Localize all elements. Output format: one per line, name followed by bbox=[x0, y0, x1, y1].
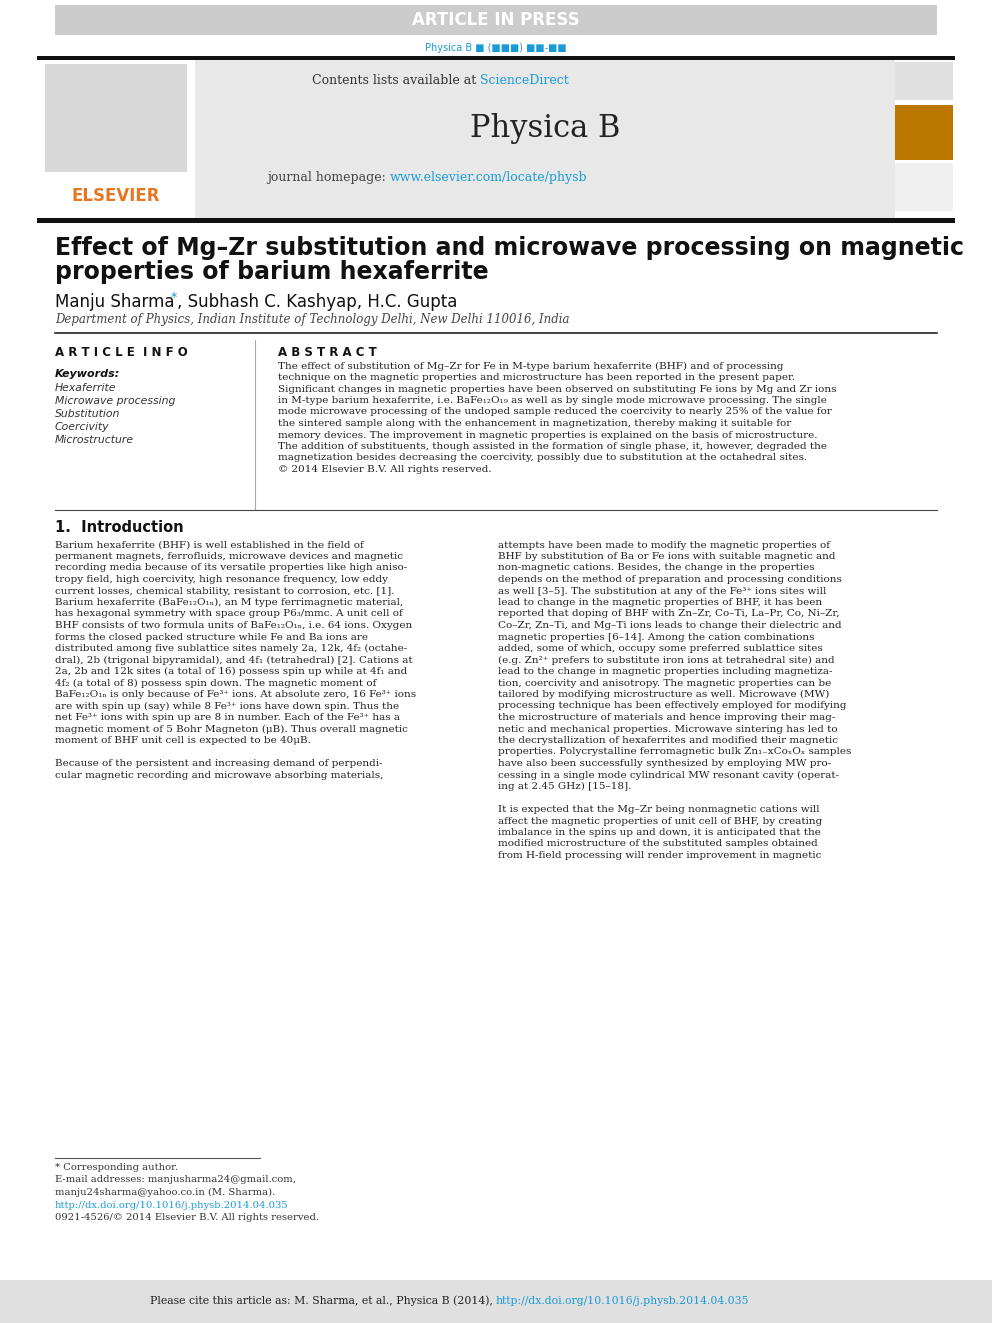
Bar bbox=[0, 1279, 992, 1323]
Text: 4f₂ (a total of 8) possess spin down. The magnetic moment of: 4f₂ (a total of 8) possess spin down. Th… bbox=[55, 679, 376, 688]
Text: * Corresponding author.: * Corresponding author. bbox=[55, 1163, 178, 1172]
Text: ScienceDirect: ScienceDirect bbox=[480, 74, 568, 86]
Text: BaFe₁₂O₁ₙ is only because of Fe³⁺ ions. At absolute zero, 16 Fe³⁺ ions: BaFe₁₂O₁ₙ is only because of Fe³⁺ ions. … bbox=[55, 691, 416, 699]
Text: affect the magnetic properties of unit cell of BHF, by creating: affect the magnetic properties of unit c… bbox=[498, 816, 822, 826]
Text: mode microwave processing of the undoped sample reduced the coercivity to nearly: mode microwave processing of the undoped… bbox=[278, 407, 832, 417]
Text: 2a, 2b and 12k sites (a total of 16) possess spin up while at 4f₁ and: 2a, 2b and 12k sites (a total of 16) pos… bbox=[55, 667, 408, 676]
Text: are with spin up (say) while 8 Fe³⁺ ions have down spin. Thus the: are with spin up (say) while 8 Fe³⁺ ions… bbox=[55, 701, 399, 710]
Text: Microstructure: Microstructure bbox=[55, 435, 134, 445]
Text: Substitution: Substitution bbox=[55, 409, 120, 419]
Text: Barium hexaferrite (BHF) is well established in the field of: Barium hexaferrite (BHF) is well establi… bbox=[55, 541, 364, 549]
Text: magnetic moment of 5 Bohr Magneton (μB). Thus overall magnetic: magnetic moment of 5 Bohr Magneton (μB).… bbox=[55, 725, 408, 733]
Text: BHF by substitution of Ba or Fe ions with suitable magnetic and: BHF by substitution of Ba or Fe ions wit… bbox=[498, 552, 835, 561]
Text: A B S T R A C T: A B S T R A C T bbox=[278, 345, 377, 359]
Text: The addition of substituents, though assisted in the formation of single phase, : The addition of substituents, though ass… bbox=[278, 442, 827, 451]
Text: lead to change in the magnetic properties of BHF, it has been: lead to change in the magnetic propertie… bbox=[498, 598, 822, 607]
Text: recording media because of its versatile properties like high aniso-: recording media because of its versatile… bbox=[55, 564, 408, 573]
Text: attempts have been made to modify the magnetic properties of: attempts have been made to modify the ma… bbox=[498, 541, 830, 549]
Text: Contents lists available at: Contents lists available at bbox=[311, 74, 480, 86]
Text: manju24sharma@yahoo.co.in (M. Sharma).: manju24sharma@yahoo.co.in (M. Sharma). bbox=[55, 1188, 275, 1196]
Bar bbox=[895, 163, 953, 210]
Bar bbox=[55, 5, 937, 34]
Text: imbalance in the spins up and down, it is anticipated that the: imbalance in the spins up and down, it i… bbox=[498, 828, 820, 837]
Text: Barium hexaferrite (BaFe₁₂O₁ₙ), an M type ferrimagnetic material,: Barium hexaferrite (BaFe₁₂O₁ₙ), an M typ… bbox=[55, 598, 404, 607]
Text: Please cite this article as: M. Sharma, et al., Physica B (2014),: Please cite this article as: M. Sharma, … bbox=[150, 1295, 496, 1306]
Text: BHF consists of two formula units of BaFe₁₂O₁ₙ, i.e. 64 ions. Oxygen: BHF consists of two formula units of BaF… bbox=[55, 620, 413, 630]
Text: tropy field, high coercivity, high resonance frequency, low eddy: tropy field, high coercivity, high reson… bbox=[55, 576, 388, 583]
Bar bbox=[37, 60, 195, 218]
Text: dral), 2b (trigonal bipyramidal), and 4f₁ (tetrahedral) [2]. Cations at: dral), 2b (trigonal bipyramidal), and 4f… bbox=[55, 655, 413, 664]
Bar bbox=[895, 62, 953, 101]
Text: 0921-4526/© 2014 Elsevier B.V. All rights reserved.: 0921-4526/© 2014 Elsevier B.V. All right… bbox=[55, 1213, 319, 1222]
Text: current losses, chemical stability, resistant to corrosion, etc. [1].: current losses, chemical stability, resi… bbox=[55, 586, 395, 595]
Text: Hexaferrite: Hexaferrite bbox=[55, 382, 116, 393]
Text: has hexagonal symmetry with space group P6₃/mmc. A unit cell of: has hexagonal symmetry with space group … bbox=[55, 610, 403, 618]
Text: journal homepage:: journal homepage: bbox=[267, 172, 390, 184]
Bar bbox=[45, 64, 187, 172]
Text: net Fe³⁺ ions with spin up are 8 in number. Each of the Fe³⁺ has a: net Fe³⁺ ions with spin up are 8 in numb… bbox=[55, 713, 400, 722]
Text: Microwave processing: Microwave processing bbox=[55, 396, 176, 406]
Text: from H-field processing will render improvement in magnetic: from H-field processing will render impr… bbox=[498, 851, 821, 860]
Text: cular magnetic recording and microwave absorbing materials,: cular magnetic recording and microwave a… bbox=[55, 770, 383, 779]
Text: netic and mechanical properties. Microwave sintering has led to: netic and mechanical properties. Microwa… bbox=[498, 725, 837, 733]
Text: permanent magnets, ferrofluids, microwave devices and magnetic: permanent magnets, ferrofluids, microwav… bbox=[55, 552, 403, 561]
Text: in M-type barium hexaferrite, i.e. BaFe₁₂O₁₉ as well as by single mode microwave: in M-type barium hexaferrite, i.e. BaFe₁… bbox=[278, 396, 827, 405]
Text: Significant changes in magnetic properties have been observed on substituting Fe: Significant changes in magnetic properti… bbox=[278, 385, 836, 393]
Text: as well [3–5]. The substitution at any of the Fe³⁺ ions sites will: as well [3–5]. The substitution at any o… bbox=[498, 586, 826, 595]
Text: modified microstructure of the substituted samples obtained: modified microstructure of the substitut… bbox=[498, 840, 817, 848]
Text: (e.g. Zn²⁺ prefers to substitute iron ions at tetrahedral site) and: (e.g. Zn²⁺ prefers to substitute iron io… bbox=[498, 655, 834, 664]
Text: forms the closed packed structure while Fe and Ba ions are: forms the closed packed structure while … bbox=[55, 632, 368, 642]
Text: Department of Physics, Indian Institute of Technology Delhi, New Delhi 110016, I: Department of Physics, Indian Institute … bbox=[55, 314, 569, 327]
Text: reported that doping of BHF with Zn–Zr, Co–Ti, La–Pr, Co, Ni–Zr,: reported that doping of BHF with Zn–Zr, … bbox=[498, 610, 839, 618]
Text: The effect of substitution of Mg–Zr for Fe in M-type barium hexaferrite (BHF) an: The effect of substitution of Mg–Zr for … bbox=[278, 361, 784, 370]
Text: It is expected that the Mg–Zr being nonmagnetic cations will: It is expected that the Mg–Zr being nonm… bbox=[498, 804, 819, 814]
Text: the decrystallization of hexaferrites and modified their magnetic: the decrystallization of hexaferrites an… bbox=[498, 736, 838, 745]
Text: Because of the persistent and increasing demand of perpendi-: Because of the persistent and increasing… bbox=[55, 759, 383, 767]
Text: E-mail addresses: manjusharma24@gmail.com,: E-mail addresses: manjusharma24@gmail.co… bbox=[55, 1176, 296, 1184]
Text: properties. Polycrystalline ferromagnetic bulk Zn₁₋xCoₓOₓ samples: properties. Polycrystalline ferromagneti… bbox=[498, 747, 851, 757]
Text: the sintered sample along with the enhancement in magnetization, thereby making : the sintered sample along with the enhan… bbox=[278, 419, 792, 429]
Text: A R T I C L E  I N F O: A R T I C L E I N F O bbox=[55, 345, 187, 359]
Text: Physica B: Physica B bbox=[470, 112, 620, 143]
Text: tailored by modifying microstructure as well. Microwave (MW): tailored by modifying microstructure as … bbox=[498, 689, 829, 699]
Text: magnetic properties [6–14]. Among the cation combinations: magnetic properties [6–14]. Among the ca… bbox=[498, 632, 814, 642]
Text: Coercivity: Coercivity bbox=[55, 422, 109, 433]
Text: properties of barium hexaferrite: properties of barium hexaferrite bbox=[55, 261, 489, 284]
Text: technique on the magnetic properties and microstructure has been reported in the: technique on the magnetic properties and… bbox=[278, 373, 796, 382]
Text: non-magnetic cations. Besides, the change in the properties: non-magnetic cations. Besides, the chang… bbox=[498, 564, 814, 573]
Text: magnetization besides decreasing the coercivity, possibly due to substitution at: magnetization besides decreasing the coe… bbox=[278, 454, 807, 463]
Text: *: * bbox=[171, 291, 178, 304]
Text: depends on the method of preparation and processing conditions: depends on the method of preparation and… bbox=[498, 576, 842, 583]
Text: Physica B ■ (■■■) ■■-■■: Physica B ■ (■■■) ■■-■■ bbox=[426, 44, 566, 53]
Text: memory devices. The improvement in magnetic properties is explained on the basis: memory devices. The improvement in magne… bbox=[278, 430, 817, 439]
Text: have also been successfully synthesized by employing MW pro-: have also been successfully synthesized … bbox=[498, 759, 831, 767]
Text: ELSEVIER: ELSEVIER bbox=[71, 187, 161, 205]
Text: Effect of Mg–Zr substitution and microwave processing on magnetic: Effect of Mg–Zr substitution and microwa… bbox=[55, 235, 964, 261]
Text: © 2014 Elsevier B.V. All rights reserved.: © 2014 Elsevier B.V. All rights reserved… bbox=[278, 464, 492, 474]
Text: Co–Zr, Zn–Ti, and Mg–Ti ions leads to change their dielectric and: Co–Zr, Zn–Ti, and Mg–Ti ions leads to ch… bbox=[498, 620, 841, 630]
Text: the microstructure of materials and hence improving their mag-: the microstructure of materials and henc… bbox=[498, 713, 835, 722]
Text: , Subhash C. Kashyap, H.C. Gupta: , Subhash C. Kashyap, H.C. Gupta bbox=[177, 292, 457, 311]
Bar bbox=[37, 218, 955, 224]
Text: http://dx.doi.org/10.1016/j.physb.2014.04.035: http://dx.doi.org/10.1016/j.physb.2014.0… bbox=[55, 1201, 289, 1211]
Text: processing technique has been effectively employed for modifying: processing technique has been effectivel… bbox=[498, 701, 846, 710]
Text: cessing in a single mode cylindrical MW resonant cavity (operat-: cessing in a single mode cylindrical MW … bbox=[498, 770, 839, 779]
Text: Keywords:: Keywords: bbox=[55, 369, 120, 378]
Text: added, some of which, occupy some preferred sublattice sites: added, some of which, occupy some prefer… bbox=[498, 644, 822, 654]
Text: ARTICLE IN PRESS: ARTICLE IN PRESS bbox=[413, 11, 579, 29]
Text: www.elsevier.com/locate/physb: www.elsevier.com/locate/physb bbox=[390, 172, 587, 184]
Text: 1.  Introduction: 1. Introduction bbox=[55, 520, 184, 536]
Text: lead to the change in magnetic properties including magnetiza-: lead to the change in magnetic propertie… bbox=[498, 667, 832, 676]
Text: tion, coercivity and anisotropy. The magnetic properties can be: tion, coercivity and anisotropy. The mag… bbox=[498, 679, 831, 688]
Bar bbox=[195, 60, 895, 218]
Bar bbox=[895, 105, 953, 160]
Text: http://dx.doi.org/10.1016/j.physb.2014.04.035: http://dx.doi.org/10.1016/j.physb.2014.0… bbox=[496, 1297, 750, 1306]
Text: Manju Sharma: Manju Sharma bbox=[55, 292, 175, 311]
Bar bbox=[37, 56, 955, 60]
Text: moment of BHF unit cell is expected to be 40μB.: moment of BHF unit cell is expected to b… bbox=[55, 736, 310, 745]
Text: ing at 2.45 GHz) [15–18].: ing at 2.45 GHz) [15–18]. bbox=[498, 782, 631, 791]
Text: distributed among five sublattice sites namely 2a, 12k, 4f₂ (octahe-: distributed among five sublattice sites … bbox=[55, 644, 408, 654]
